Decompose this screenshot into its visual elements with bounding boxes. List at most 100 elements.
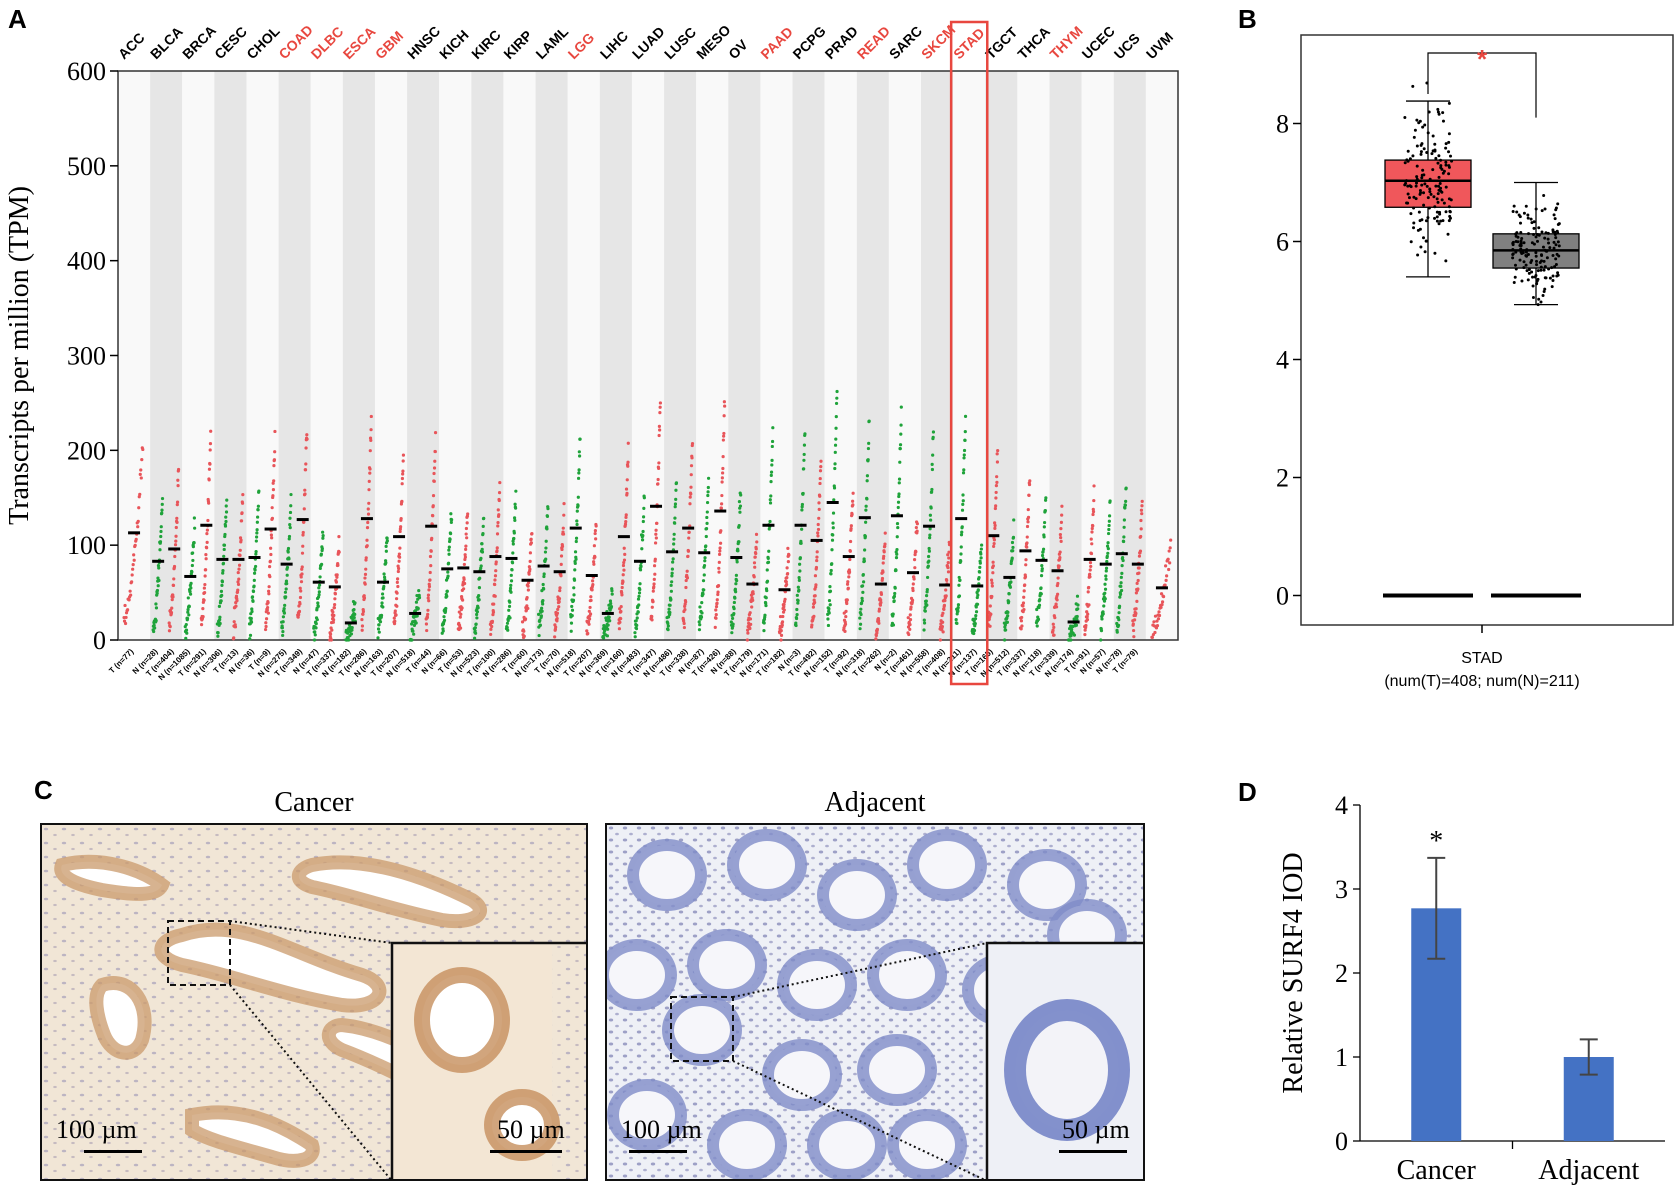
data-point (382, 572, 386, 576)
data-point (816, 522, 820, 527)
data-point (635, 623, 639, 627)
data-point (447, 545, 451, 549)
data-point (685, 569, 689, 573)
data-point (735, 579, 739, 583)
data-point (764, 601, 768, 605)
data-point (545, 514, 550, 519)
data-point (494, 569, 498, 573)
data-point (134, 537, 138, 541)
data-point (859, 612, 863, 617)
data-point (540, 609, 544, 613)
column-band (985, 71, 1018, 640)
data-point (208, 442, 213, 446)
data-point (510, 568, 514, 572)
data-point (159, 534, 163, 539)
data-point (332, 606, 336, 610)
data-point (621, 580, 625, 584)
data-point (668, 610, 672, 615)
data-point (666, 615, 671, 619)
data-point (507, 608, 511, 612)
data-point (826, 617, 830, 621)
data-point (318, 575, 322, 579)
data-point (497, 498, 501, 503)
data-point (638, 582, 642, 586)
data-point (810, 623, 814, 627)
data-point (250, 609, 254, 614)
data-point (716, 590, 720, 594)
data-point (398, 546, 402, 550)
data-point (912, 577, 916, 581)
data-point (288, 510, 293, 515)
data-point (812, 614, 816, 618)
data-point (481, 531, 485, 536)
data-point (714, 605, 719, 609)
data-point (159, 529, 163, 534)
data-point (270, 516, 275, 520)
data-point (152, 629, 156, 634)
data-point (705, 510, 709, 514)
data-point (289, 504, 293, 508)
data-point (577, 450, 581, 454)
data-point (721, 438, 725, 442)
data-point (426, 612, 430, 616)
column-band (1113, 71, 1146, 640)
data-point (429, 549, 433, 553)
data-point (384, 561, 388, 565)
data-point (526, 584, 530, 588)
data-point (882, 554, 886, 558)
data-point (641, 519, 645, 524)
data-point (621, 563, 626, 568)
data-point (400, 476, 405, 481)
data-point (282, 607, 286, 611)
data-point (264, 617, 269, 621)
data-point (879, 600, 883, 605)
data-point (652, 577, 656, 581)
data-point (268, 575, 272, 579)
data-point (626, 441, 630, 445)
data-point (303, 488, 307, 492)
data-point (316, 601, 320, 605)
data-point (496, 520, 500, 525)
data-point (833, 443, 838, 447)
data-point (398, 527, 402, 531)
data-point (555, 616, 559, 621)
data-point (892, 594, 897, 598)
data-point (505, 621, 510, 625)
data-point (780, 623, 784, 627)
data-point (222, 554, 226, 558)
data-point (284, 595, 288, 599)
data-point (424, 622, 429, 626)
data-point (190, 570, 194, 574)
data-point (703, 556, 707, 560)
data-point (462, 562, 466, 567)
data-point (431, 514, 435, 518)
data-point (222, 547, 226, 552)
data-point (721, 454, 725, 459)
data-point (431, 494, 436, 498)
data-point (353, 601, 357, 605)
data-point (463, 555, 467, 559)
data-point (686, 549, 691, 553)
data-point (414, 600, 419, 604)
data-point (458, 626, 463, 630)
data-point (369, 428, 373, 432)
data-point (640, 538, 645, 542)
data-point (786, 560, 790, 564)
data-point (589, 598, 593, 603)
data-point (321, 534, 325, 538)
data-point (738, 504, 743, 508)
data-point (154, 602, 158, 606)
data-point (739, 493, 743, 497)
data-point (204, 557, 208, 561)
data-point (819, 465, 823, 469)
data-point (642, 496, 646, 500)
data-point (529, 541, 534, 545)
data-point (415, 614, 419, 618)
data-point (425, 628, 429, 633)
data-point (335, 573, 339, 577)
data-point (700, 600, 704, 605)
data-point (414, 621, 418, 625)
data-point (867, 419, 871, 423)
data-point (168, 625, 172, 629)
data-point (592, 560, 596, 564)
